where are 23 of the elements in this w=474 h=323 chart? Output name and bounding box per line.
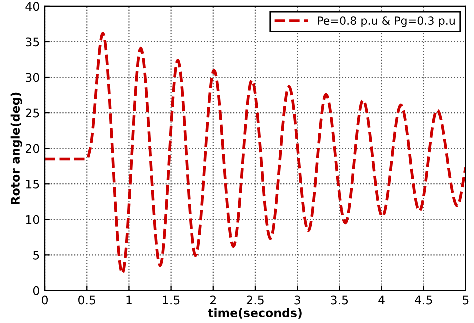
y-tick-label: 40	[26, 2, 40, 12]
y-tick-label: 25	[26, 108, 40, 118]
y-tick-label: 20	[26, 144, 40, 154]
y-tick-label: 30	[26, 73, 40, 82]
x-tick-label: 4.5	[415, 296, 432, 305]
y-tick-label: 5	[34, 251, 40, 260]
x-tick-label: 2.5	[246, 296, 264, 305]
x-tick-label: 2	[210, 296, 216, 305]
legend-label: Pe=0.8 p.u & Pg=0.3 p.u	[318, 16, 455, 28]
x-tick-label: 1	[126, 296, 132, 305]
y-axis-title: Rotor angle(deg)	[10, 92, 22, 204]
x-tick-label: 0.5	[78, 296, 96, 305]
x-tick-label: 0	[42, 296, 48, 305]
y-tick-label: 0	[33, 286, 40, 296]
x-tick-label: 5	[463, 296, 469, 305]
x-tick-label: 3.5	[331, 296, 348, 305]
x-tick-label: 4	[378, 296, 385, 305]
x-tick-label: 3	[294, 296, 300, 305]
y-tick-label: 35	[26, 38, 40, 47]
y-tick-label: 15	[26, 180, 40, 189]
x-axis-title: time(seconds)	[208, 308, 302, 319]
y-tick-label: 10	[26, 215, 40, 224]
x-tick-label: 1.5	[163, 296, 180, 305]
